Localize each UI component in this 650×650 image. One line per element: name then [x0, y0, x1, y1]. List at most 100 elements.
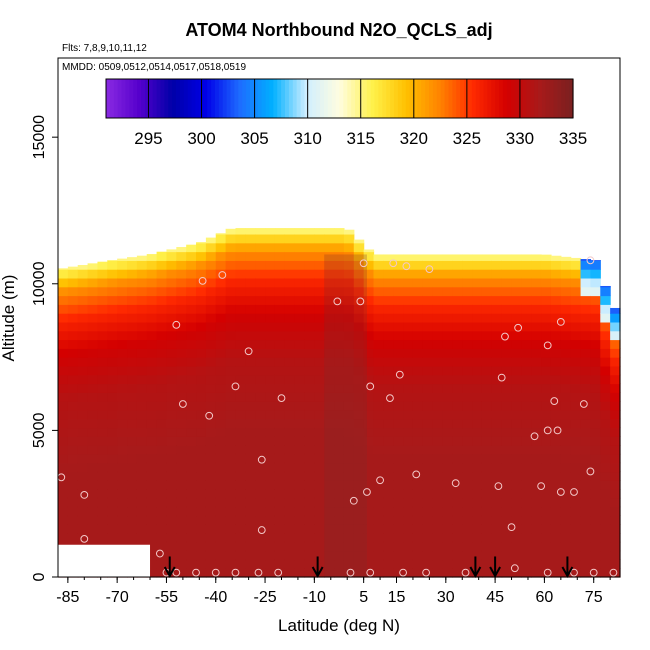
heatmap-cell — [353, 277, 365, 288]
heatmap-cell — [541, 568, 552, 578]
heatmap-cell — [265, 251, 276, 261]
heatmap-cell — [373, 436, 384, 446]
heatmap-cell — [432, 277, 444, 288]
heatmap-cell — [491, 524, 503, 534]
heatmap-cell — [166, 427, 177, 437]
heatmap-cell — [501, 436, 513, 446]
sample-point — [349, 496, 358, 505]
sample-point — [422, 568, 430, 577]
heatmap-cell — [136, 365, 148, 376]
heatmap-cell — [412, 541, 424, 552]
heatmap-cell — [146, 524, 158, 534]
heatmap-cell — [196, 497, 207, 508]
heatmap-cell — [274, 427, 286, 437]
heatmap-cell — [324, 497, 335, 508]
heatmap-cell — [117, 418, 128, 429]
heatmap-cell — [334, 251, 345, 261]
heatmap-cell — [570, 462, 582, 473]
heatmap-cell — [245, 489, 256, 499]
heatmap-cell — [560, 453, 572, 464]
heatmap-cell — [284, 348, 296, 358]
heatmap-cell — [432, 453, 444, 464]
heatmap-cell — [58, 330, 69, 341]
heatmap-cell — [462, 418, 473, 429]
heatmap-cell — [166, 409, 177, 420]
heatmap-cell — [97, 261, 108, 270]
heatmap-cell — [215, 242, 227, 253]
heatmap-cell — [146, 506, 158, 517]
heatmap-cell — [176, 277, 187, 288]
heatmap-cell — [481, 559, 493, 569]
heatmap-cell — [373, 515, 384, 525]
heatmap-cell — [343, 229, 355, 235]
profile-arrow — [311, 556, 324, 579]
heatmap-cell — [196, 269, 207, 279]
heatmap-cell — [97, 506, 108, 517]
heatmap-cell — [196, 506, 207, 517]
heatmap-cell — [205, 533, 217, 543]
heatmap-cell — [205, 409, 217, 420]
heatmap-cell — [255, 541, 266, 552]
heatmap-cell — [491, 374, 503, 385]
heatmap-cell — [58, 453, 69, 464]
sample-point — [211, 568, 220, 577]
heatmap-cell — [481, 401, 493, 411]
heatmap-cell — [353, 383, 365, 393]
heatmap-cell — [610, 515, 621, 525]
heatmap-cell — [176, 295, 187, 305]
x-tick-label: 5 — [359, 589, 368, 606]
heatmap-cell — [87, 269, 99, 279]
heatmap-cell — [205, 357, 217, 367]
heatmap-cell — [87, 392, 99, 402]
colorbar-segment — [277, 79, 282, 118]
heatmap-cell — [511, 489, 523, 499]
heatmap-cell — [570, 550, 582, 561]
heatmap-cell — [550, 550, 562, 561]
heatmap-cell — [432, 304, 444, 314]
heatmap-cell — [58, 365, 69, 376]
heatmap-cell — [314, 453, 325, 464]
heatmap-cell — [442, 480, 453, 490]
heatmap-cell — [156, 409, 168, 420]
heatmap-cell — [294, 357, 306, 367]
heatmap-cell — [314, 550, 325, 561]
heatmap-cell — [412, 506, 424, 517]
heatmap-cell — [442, 357, 453, 367]
heatmap-cell — [156, 550, 168, 561]
heatmap-cell — [541, 304, 552, 314]
heatmap-cell — [146, 357, 158, 367]
heatmap-cell — [353, 239, 365, 244]
heatmap-cell — [531, 445, 542, 455]
heatmap-cell — [462, 330, 473, 341]
heatmap-cell — [136, 339, 148, 349]
heatmap-cell — [462, 401, 473, 411]
heatmap-cell — [541, 260, 552, 270]
heatmap-cell — [67, 277, 79, 288]
heatmap-cell — [610, 436, 621, 446]
heatmap-cell — [570, 418, 582, 429]
profile-arrow-head — [163, 566, 176, 579]
heatmap-cell — [196, 559, 207, 569]
heatmap-cell — [324, 524, 335, 534]
heatmap-cell — [363, 286, 375, 297]
heatmap-cell — [166, 286, 177, 297]
heatmap-cell — [294, 471, 306, 481]
heatmap-cell — [422, 401, 434, 411]
heatmap-cell — [186, 480, 197, 490]
heatmap-cell — [284, 409, 296, 420]
heatmap-cell — [452, 365, 463, 376]
heatmap-cell — [403, 515, 414, 525]
heatmap-cell — [225, 251, 237, 261]
heatmap-cell — [245, 228, 256, 235]
heatmap-cell — [452, 304, 463, 314]
heatmap-cell — [363, 559, 375, 569]
heatmap-cell — [225, 242, 237, 253]
heatmap-cell — [600, 559, 611, 569]
heatmap-cell — [67, 339, 79, 349]
heatmap-cell — [205, 506, 217, 517]
colorbar-segment — [207, 79, 212, 118]
heatmap-cell — [196, 242, 207, 253]
heatmap-cell — [511, 427, 523, 437]
heatmap-cell — [481, 330, 493, 341]
heatmap-cell — [472, 321, 483, 332]
